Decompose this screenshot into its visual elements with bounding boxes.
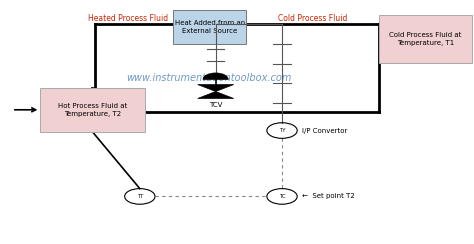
Text: Hot Process Fluid at
Temperature, T2: Hot Process Fluid at Temperature, T2: [58, 102, 127, 117]
Text: ←  Set point T2: ← Set point T2: [302, 193, 355, 199]
Wedge shape: [203, 73, 228, 80]
Text: TC: TC: [279, 194, 285, 199]
FancyBboxPatch shape: [379, 15, 472, 63]
Polygon shape: [198, 85, 234, 92]
Text: TCV: TCV: [209, 102, 222, 108]
FancyBboxPatch shape: [40, 88, 145, 132]
Text: Cold Process Fluid: Cold Process Fluid: [278, 14, 347, 23]
Polygon shape: [198, 92, 234, 98]
Text: www.instrumentationtoolbox.com: www.instrumentationtoolbox.com: [126, 73, 291, 83]
Text: TY: TY: [279, 128, 285, 133]
Text: Heat Added from an
External Source: Heat Added from an External Source: [174, 20, 245, 34]
Text: Cold Process Fluid at
Temperature, T1: Cold Process Fluid at Temperature, T1: [389, 32, 462, 46]
FancyBboxPatch shape: [173, 10, 246, 44]
Text: I/P Convertor: I/P Convertor: [302, 128, 347, 133]
Text: Heated Process Fluid: Heated Process Fluid: [88, 14, 168, 23]
Text: TT: TT: [137, 194, 143, 199]
